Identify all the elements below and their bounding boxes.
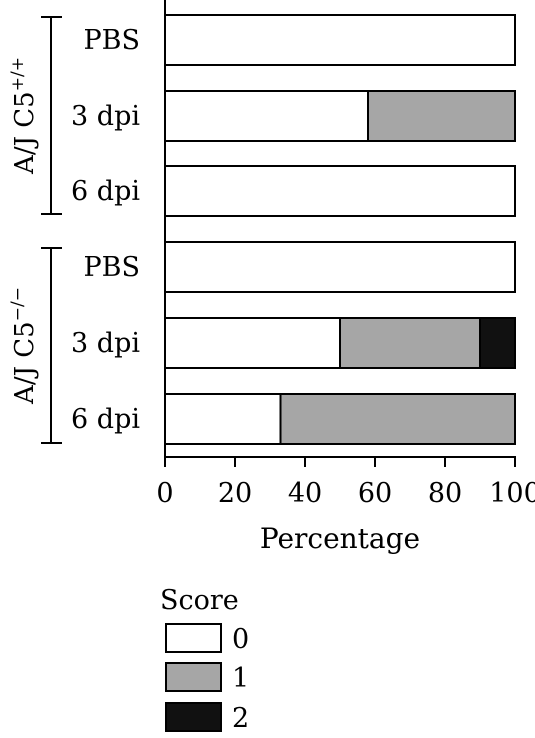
category-label: 3 dpi (71, 101, 140, 132)
x-tick-label: 80 (428, 478, 462, 509)
legend-swatch-score2 (165, 702, 222, 732)
bar-row2-score1 (367, 90, 516, 142)
category-label: PBS (83, 25, 140, 56)
group-brackets: A/J C5+/+A/J C5−/− (8, 16, 62, 444)
bar-row5-score0 (164, 317, 341, 369)
legend-swatch-score1 (165, 662, 222, 692)
bar-row5-score1 (339, 317, 481, 369)
group-label: A/J C5+/+ (8, 57, 40, 175)
x-tick-label: 60 (358, 478, 392, 509)
bar-row3-score0 (164, 165, 516, 217)
legend-label: 2 (232, 703, 249, 734)
bar-row6-score1 (279, 393, 516, 445)
bar-row5-score2 (479, 317, 516, 369)
bar-row2-score0 (164, 90, 369, 142)
bar-row1-score0 (164, 14, 516, 66)
group-label-main: A/J C5 (10, 91, 40, 175)
legend-items: 0 1 2 (165, 623, 249, 734)
legend-label: 0 (232, 624, 249, 655)
legend: Score 0 1 2 (160, 585, 249, 734)
category-label: 3 dpi (71, 328, 140, 359)
group-label-superscript: −/− (8, 287, 28, 321)
category-label: PBS (83, 252, 140, 283)
x-tick-label: 100 (489, 478, 535, 509)
category-label: 6 dpi (71, 404, 140, 435)
x-tick-label: 40 (288, 478, 322, 509)
legend-title: Score (160, 585, 239, 616)
category-label: 6 dpi (71, 176, 140, 207)
group-label-main: A/J C5 (10, 321, 40, 405)
x-axis-label: Percentage (260, 522, 420, 555)
legend-swatch-score0 (165, 623, 222, 653)
legend-label: 1 (232, 663, 249, 694)
x-tick-label: 0 (156, 478, 173, 509)
x-ticks: 0 20 40 60 80 100 (156, 457, 535, 509)
bar-row4-score0 (164, 241, 516, 293)
x-tick-label: 20 (218, 478, 252, 509)
group-label-superscript: +/+ (8, 57, 28, 91)
bar-row6-score0 (164, 393, 282, 445)
y-tick-labels: PBS 3 dpi 6 dpi PBS 3 dpi 6 dpi (71, 25, 140, 435)
bars-layer (164, 14, 516, 445)
group-label: A/J C5−/− (8, 287, 40, 405)
